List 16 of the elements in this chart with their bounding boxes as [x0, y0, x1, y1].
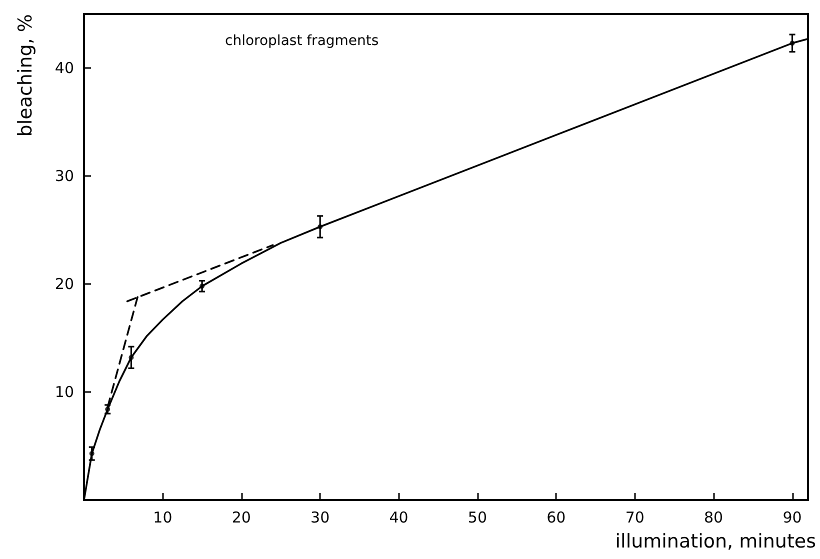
annotation: chloroplast fragments	[225, 33, 379, 49]
x-tick-label: 70	[625, 508, 644, 526]
y-tick-label: 10	[54, 383, 74, 401]
x-tick-label: 60	[546, 508, 566, 526]
x-tick-label: 10	[153, 508, 172, 526]
x-tick-label: 90	[782, 508, 802, 526]
y-tick-label: 40	[54, 59, 74, 77]
y-tick-label: 30	[54, 167, 74, 185]
x-tick-label: 20	[232, 508, 251, 526]
y-axis-title: bleaching, %	[14, 14, 36, 137]
x-tick-label: 80	[704, 508, 724, 526]
x-axis-title: illumination, minutes	[615, 530, 816, 552]
x-tick-label: 50	[468, 508, 488, 526]
x-tick-label: 40	[389, 508, 408, 526]
x-tick-label: 30	[310, 508, 330, 526]
y-tick-label: 20	[54, 275, 74, 293]
